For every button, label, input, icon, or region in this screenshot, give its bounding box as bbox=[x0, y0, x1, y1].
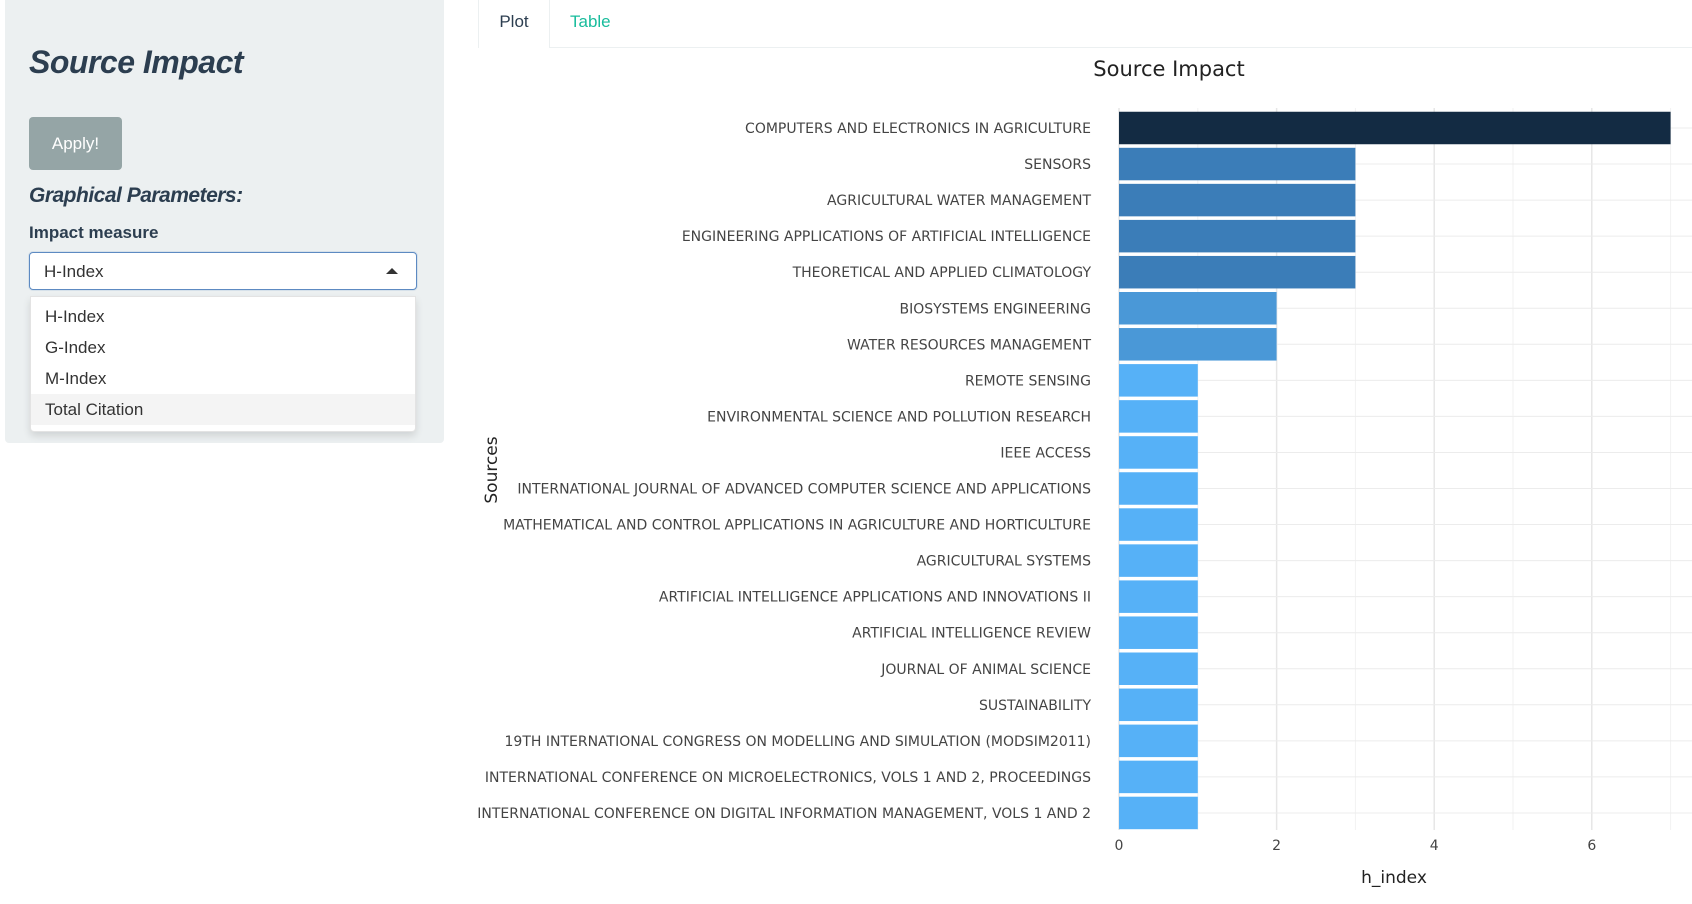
x-axis-label: h_index bbox=[1361, 868, 1427, 888]
bar[interactable] bbox=[1119, 147, 1356, 181]
category-label: ENVIRONMENTAL SCIENCE AND POLLUTION RESE… bbox=[707, 409, 1091, 425]
bar[interactable] bbox=[1119, 219, 1356, 253]
bar[interactable] bbox=[1119, 255, 1356, 289]
bar[interactable] bbox=[1119, 111, 1671, 145]
option-total-citation[interactable]: Total Citation bbox=[31, 394, 415, 425]
impact-measure-dropdown: H-Index G-Index M-Index Total Citation bbox=[30, 296, 416, 432]
category-label: SUSTAINABILITY bbox=[979, 698, 1091, 714]
bar[interactable] bbox=[1119, 400, 1198, 433]
category-label: COMPUTERS AND ELECTRONICS IN AGRICULTURE bbox=[745, 121, 1091, 137]
bar[interactable] bbox=[1119, 292, 1277, 325]
option-m-index[interactable]: M-Index bbox=[45, 369, 107, 388]
tab-table[interactable]: Table bbox=[570, 12, 611, 31]
category-label: INTERNATIONAL CONFERENCE ON DIGITAL INFO… bbox=[478, 806, 1091, 822]
bar[interactable] bbox=[1119, 616, 1198, 649]
category-label: INTERNATIONAL CONFERENCE ON MICROELECTRO… bbox=[485, 770, 1091, 786]
category-label: ENGINEERING APPLICATIONS OF ARTIFICIAL I… bbox=[682, 229, 1091, 245]
bar[interactable] bbox=[1119, 544, 1198, 577]
bar[interactable] bbox=[1119, 436, 1198, 469]
bar[interactable] bbox=[1119, 688, 1198, 722]
sidebar-title: Source Impact bbox=[29, 44, 244, 80]
bar[interactable] bbox=[1119, 183, 1356, 217]
category-label: INTERNATIONAL JOURNAL OF ADVANCED COMPUT… bbox=[517, 482, 1091, 498]
option-g-index[interactable]: G-Index bbox=[45, 338, 106, 357]
category-label: REMOTE SENSING bbox=[965, 373, 1091, 389]
tab-plot[interactable]: Plot bbox=[478, 0, 550, 48]
category-label: MATHEMATICAL AND CONTROL APPLICATIONS IN… bbox=[503, 518, 1091, 534]
category-label: 19TH INTERNATIONAL CONGRESS ON MODELLING… bbox=[505, 734, 1092, 750]
bar[interactable] bbox=[1119, 724, 1198, 758]
chart-title: Source Impact bbox=[1093, 57, 1244, 81]
category-label: ARTIFICIAL INTELLIGENCE REVIEW bbox=[852, 626, 1091, 642]
x-tick-label: 0 bbox=[1115, 838, 1124, 854]
source-impact-chart: COMPUTERS AND ELECTRONICS IN AGRICULTURE… bbox=[478, 57, 1692, 888]
category-label: THEORETICAL AND APPLIED CLIMATOLOGY bbox=[792, 265, 1092, 281]
tab-bar: Plot Table bbox=[478, 0, 1692, 48]
sidebar-panel: Source Impact Apply! Graphical Parameter… bbox=[5, 0, 444, 443]
apply-button[interactable]: Apply! bbox=[29, 117, 122, 170]
category-label: ARTIFICIAL INTELLIGENCE APPLICATIONS AND… bbox=[659, 590, 1091, 606]
category-label: SENSORS bbox=[1024, 157, 1091, 173]
category-label: AGRICULTURAL WATER MANAGEMENT bbox=[827, 193, 1091, 209]
bar[interactable] bbox=[1119, 760, 1198, 794]
graphical-parameters-heading: Graphical Parameters: bbox=[29, 184, 243, 207]
x-tick-label: 6 bbox=[1587, 838, 1596, 854]
x-tick-labels: 0 2 4 6 bbox=[1115, 838, 1597, 854]
bar[interactable] bbox=[1119, 328, 1277, 361]
chart-bars bbox=[1119, 111, 1671, 830]
category-label: AGRICULTURAL SYSTEMS bbox=[917, 554, 1092, 570]
option-h-index[interactable]: H-Index bbox=[45, 307, 105, 326]
bar[interactable] bbox=[1119, 508, 1198, 541]
bar[interactable] bbox=[1119, 652, 1198, 686]
x-tick-label: 4 bbox=[1430, 838, 1439, 854]
x-tick-label: 2 bbox=[1272, 838, 1281, 854]
category-label: WATER RESOURCES MANAGEMENT bbox=[847, 337, 1091, 353]
y-axis-label: Sources bbox=[482, 436, 502, 503]
category-label: JOURNAL OF ANIMAL SCIENCE bbox=[880, 662, 1091, 678]
chevron-up-icon[interactable] bbox=[386, 268, 398, 274]
bar[interactable] bbox=[1119, 364, 1198, 397]
bar[interactable] bbox=[1119, 580, 1198, 613]
select-current-value[interactable]: H-Index bbox=[44, 262, 104, 281]
category-label: BIOSYSTEMS ENGINEERING bbox=[899, 301, 1091, 317]
bar[interactable] bbox=[1119, 796, 1198, 830]
category-label: IEEE ACCESS bbox=[1000, 445, 1091, 461]
category-labels: COMPUTERS AND ELECTRONICS IN AGRICULTURE… bbox=[478, 121, 1091, 822]
impact-measure-select[interactable]: H-Index bbox=[29, 252, 417, 290]
bar[interactable] bbox=[1119, 472, 1198, 505]
impact-measure-label: Impact measure bbox=[29, 223, 159, 242]
